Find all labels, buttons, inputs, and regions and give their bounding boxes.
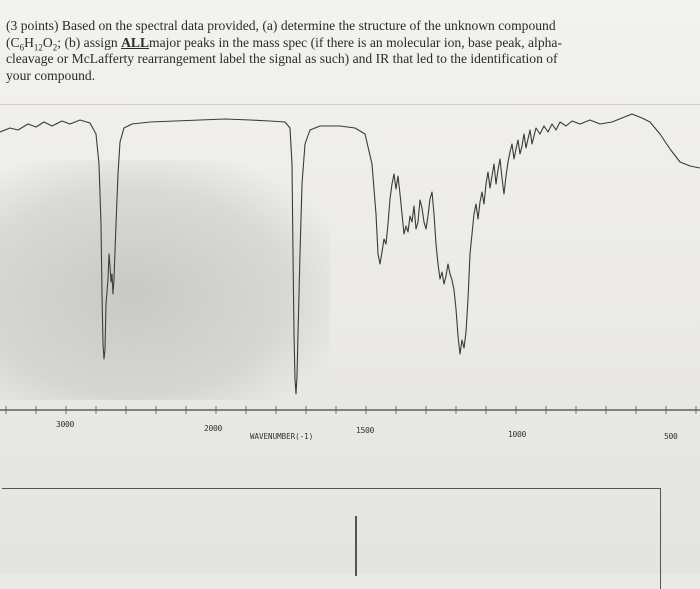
question-line-2: (C6H12O2; (b) assign ALLmajor peaks in t… xyxy=(6,35,690,52)
tick-label-3000: 3000 xyxy=(56,420,75,429)
formula: (C6H12O2; xyxy=(6,34,62,53)
question-part-b-start: (b) assign xyxy=(64,34,118,50)
points-label: (3 points) xyxy=(6,18,59,33)
question-text: (3 points) Based on the spectral data pr… xyxy=(6,18,690,84)
tick-label-500: 500 xyxy=(664,432,678,441)
tick-label-2000: 2000 xyxy=(204,424,223,433)
answer-box[interactable] xyxy=(2,488,661,589)
question-line-4: your compound. xyxy=(6,67,96,83)
formula-h-sub: 12 xyxy=(33,42,43,53)
formula-suffix: ; xyxy=(57,34,62,50)
x-axis-title: WAVENUMBER(-1) xyxy=(250,432,314,441)
question-line-3: cleavage or McLafferty rearrangement lab… xyxy=(6,51,558,66)
formula-o: O xyxy=(42,34,53,50)
formula-c-sub: 6 xyxy=(19,42,25,53)
question-part-b-end: major peaks in the mass spec (if there i… xyxy=(149,34,562,50)
tick-label-1000: 1000 xyxy=(508,430,527,439)
ir-spectrum-plot xyxy=(0,104,700,414)
ir-spectrum xyxy=(0,104,700,414)
all-emphasis: ALL xyxy=(121,34,150,50)
formula-o-sub: 2 xyxy=(52,42,58,53)
tick-label-1500: 1500 xyxy=(356,426,375,435)
formula-h: H xyxy=(24,34,34,50)
answer-box-divider xyxy=(355,516,357,576)
question-line-1: (3 points) Based on the spectral data pr… xyxy=(6,18,690,35)
ir-trace-line xyxy=(0,113,700,395)
minor-ticks xyxy=(5,406,697,414)
formula-prefix: (C xyxy=(6,34,20,50)
question-part-a: Based on the spectral data provided, (a)… xyxy=(61,18,556,33)
